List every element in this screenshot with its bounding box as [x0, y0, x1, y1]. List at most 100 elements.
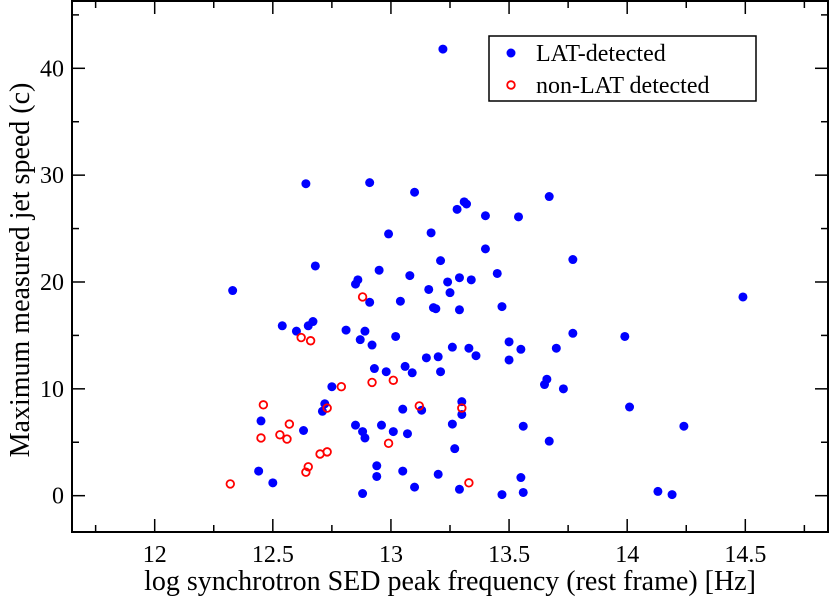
non-lat-point [357, 292, 368, 302]
lat-detected-point [410, 187, 420, 197]
lat-detected-point [417, 405, 427, 415]
non-lat-point [457, 403, 467, 413]
non-lat-point [284, 419, 295, 429]
lat-detected-point [568, 328, 578, 338]
lat-detected-point [492, 268, 502, 278]
non-lat-point [258, 400, 269, 410]
x-tick-label: 13 [379, 542, 403, 568]
lat-detected-point [365, 297, 375, 307]
legend-box [488, 35, 757, 102]
lat-detected-point [353, 275, 363, 285]
lat-detected-point [384, 229, 394, 239]
lat-detected-point [679, 421, 689, 431]
lat-detected-point [405, 271, 415, 281]
lat-detected-point [466, 275, 476, 285]
lat-detected-point [398, 404, 408, 414]
lat-detected-point [299, 426, 309, 436]
lat-detected-point [395, 296, 405, 306]
lat-detected-point [452, 204, 462, 214]
lat-detected-point [426, 228, 436, 238]
lat-detected-point [504, 337, 514, 347]
lat-detected-point [301, 179, 311, 189]
lat-detected-point [504, 355, 514, 365]
x-tick-label: 12 [143, 542, 167, 568]
lat-detected-point [667, 490, 677, 500]
non-lat-point [275, 430, 285, 440]
lat-detected-point [518, 487, 528, 497]
lat-detected-point [398, 466, 408, 476]
non-lat-point [464, 478, 474, 488]
lat-detected-point [424, 284, 434, 294]
lat-detected-point [471, 351, 481, 361]
lat-detected-point [254, 466, 264, 476]
lat-detected-point [436, 256, 446, 266]
lat-detected-point [462, 199, 472, 209]
lat-detected-point [360, 326, 370, 336]
non-lat-point [303, 462, 313, 472]
lat-detected-point [568, 255, 578, 265]
legend: LAT-detected non-LAT detected [488, 35, 757, 102]
lat-detected-point [256, 416, 266, 426]
lat-detected-point [374, 265, 384, 275]
lat-detected-point [372, 461, 382, 471]
non-lat-point [296, 332, 306, 343]
non-lat-point [322, 447, 332, 457]
lat-detected-point [516, 344, 526, 354]
lat-detected-point [341, 325, 351, 335]
y-tick-label: 40 [40, 56, 64, 82]
lat-detected-point [445, 288, 455, 298]
lat-detected-point [369, 364, 379, 374]
non-lat-point [305, 336, 316, 346]
lat-detected-point [431, 304, 441, 314]
lat-detected-point [358, 489, 368, 499]
lat-detected-point [391, 331, 401, 341]
lat-detected-point [433, 469, 443, 479]
lat-detected-point [268, 478, 278, 488]
non-lat-point [322, 403, 332, 413]
axis-ticks [72, 1, 828, 532]
legend-marker-lat [506, 48, 516, 58]
lat-detected-point [291, 326, 301, 336]
lat-detected-point [400, 361, 410, 371]
x-axis-title: log synchrotron SED peak frequency (rest… [144, 566, 756, 597]
lat-detected-point [653, 486, 663, 496]
x-tick-label: 14.5 [724, 542, 766, 568]
lat-detected-point [620, 331, 630, 341]
lat-detected-point [625, 402, 635, 412]
lat-detected-point [388, 427, 398, 437]
lat-detected-point [421, 353, 431, 363]
lat-detected-point [277, 321, 287, 331]
lat-detected-point [447, 342, 457, 352]
non-lat-point [414, 401, 424, 411]
lat-detected-point [436, 367, 446, 377]
lat-detected-point [454, 484, 464, 494]
axis-tick-labels: 12 12.5 13 13.5 14 14.5 0 10 20 30 40 [40, 56, 766, 568]
x-tick-label: 14 [615, 542, 639, 568]
lat-detected-point [516, 473, 526, 483]
lat-detected-point [544, 192, 554, 202]
non-lat-point [388, 375, 398, 385]
lat-detected-point [320, 399, 330, 409]
lat-detected-point [360, 433, 370, 443]
non-lat-point [336, 381, 347, 392]
lat-detected-point [457, 409, 467, 419]
data-points [225, 44, 748, 500]
lat-detected-point [447, 419, 457, 429]
non-lat-point [225, 479, 235, 489]
non-lat-point [383, 438, 394, 449]
lat-detected-point [228, 286, 238, 296]
lat-detected-point [542, 374, 552, 384]
non-lat-point [367, 377, 377, 388]
lat-detected-point [355, 335, 365, 345]
lat-detected-point [738, 292, 748, 302]
lat-detected-point [454, 273, 464, 283]
lat-detected-point [450, 444, 460, 454]
lat-detected-point [372, 471, 382, 481]
lat-detected-point [410, 482, 420, 492]
lat-detected-point [381, 367, 391, 377]
lat-detected-point [454, 305, 464, 315]
lat-detected-point [464, 343, 474, 353]
lat-detected-point [365, 178, 375, 188]
lat-detected-point [376, 420, 386, 430]
